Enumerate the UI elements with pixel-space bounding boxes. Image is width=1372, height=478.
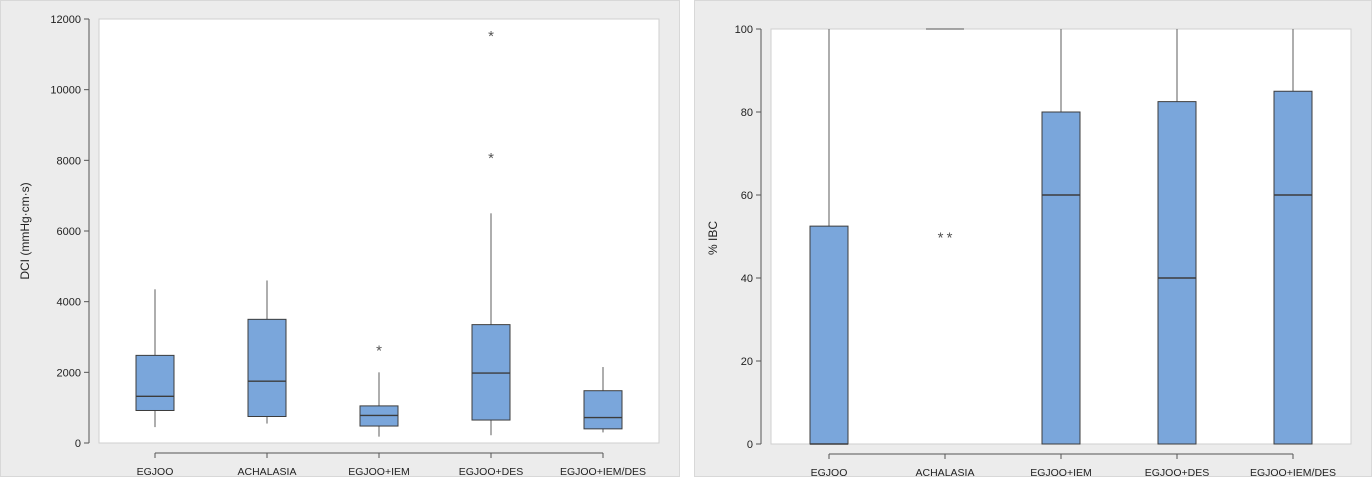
box-iqr [247,318,287,418]
x-tick-label: ACHALASIA [916,467,975,478]
box-iqr [809,225,849,445]
x-tick-label: EGJOO [811,467,848,478]
x-tick-label: EGJOO+IEM/DES [560,466,646,478]
outlier-marker: * [488,150,494,167]
x-tick-label: EGJOO+DES [1145,467,1209,478]
box-iqr [583,390,623,430]
outlier-marker: * [376,342,382,359]
chart-panel-ibc: 0 20 40 60 80 100 % IBC EGJOO ACHALASIA * * EGJOO+I… [694,0,1372,478]
y-tick-label: 12000 [50,14,81,26]
y-axis-label: DCI (mmHg·cm·s) [18,182,32,279]
outlier-marker: * [488,28,494,45]
box-iqr [1041,111,1081,445]
x-tick-label: EGJOO+DES [459,466,523,478]
y-tick-label: 2000 [57,367,81,379]
x-tick-label: EGJOO+IEM [1030,467,1092,478]
ibc-boxplot: 0 20 40 60 80 100 % IBC EGJOO ACHALASIA * * EGJOO+I… [706,24,1352,478]
dci-boxplot: 0 2000 4000 6000 8000 10000 12000 DCI (mmHg·cm·… [18,14,660,478]
y-tick-label: 6000 [57,226,81,238]
y-axis-label: % IBC [706,221,720,255]
x-tick-label: EGJOO+IEM/DES [1250,467,1336,478]
outlier-marker: * [938,230,944,247]
chart-panel-dci: 0 2000 4000 6000 8000 10000 12000 DCI (mmHg·cm·… [0,0,680,478]
y-tick-label: 10000 [50,85,81,97]
x-tick-label: EGJOO+IEM [348,466,410,478]
y-tick-label: 60 [741,190,753,202]
box-iqr [471,324,511,421]
y-tick-label: 40 [741,273,753,285]
outlier-marker: * [947,230,953,247]
box-iqr [135,354,175,411]
y-tick-label: 8000 [57,155,81,167]
y-tick-label: 20 [741,356,753,368]
box-iqr [1273,90,1313,445]
box-iqr [1157,101,1197,445]
y-tick-label: 80 [741,107,753,119]
x-tick-label: ACHALASIA [238,466,297,478]
y-tick-label: 4000 [57,297,81,309]
y-tick-label: 0 [747,439,753,451]
y-tick-label: 100 [735,24,753,36]
x-tick-label: EGJOO [137,466,174,478]
y-tick-label: 0 [75,438,81,450]
